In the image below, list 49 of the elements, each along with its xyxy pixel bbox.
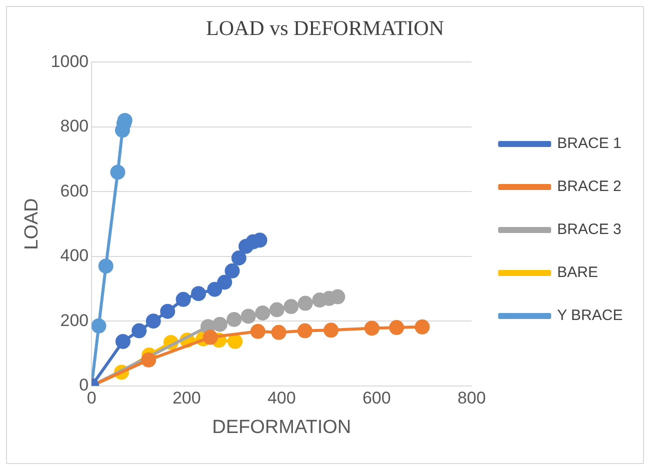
point [98, 258, 114, 274]
point [146, 314, 161, 329]
point [255, 305, 270, 320]
point [110, 164, 126, 180]
point [297, 323, 312, 338]
point [271, 324, 286, 340]
point [92, 318, 106, 334]
point [231, 250, 246, 266]
point [250, 324, 266, 339]
x-tick-label: 600 [362, 388, 391, 408]
y-tick-label: 400 [60, 246, 89, 266]
y-tick-label: 0 [79, 375, 89, 394]
point [176, 292, 191, 307]
point [141, 352, 156, 368]
point [132, 323, 147, 338]
point [324, 322, 339, 338]
point [160, 304, 176, 319]
x-tick-label: 400 [267, 388, 296, 408]
point [228, 334, 243, 349]
legend-label: Y BRACE [557, 307, 623, 324]
legend-label: BRACE 3 [557, 221, 622, 238]
point [217, 274, 232, 290]
point [115, 334, 130, 349]
y-tick-label: 200 [60, 310, 89, 330]
legend-label: BARE [557, 264, 598, 282]
x-axis-title: DEFORMATION [212, 416, 352, 438]
y-tick-label: 800 [60, 116, 89, 136]
y-tick-label: 1000 [50, 52, 89, 71]
point [212, 316, 228, 332]
y-axis-title: LOAD [22, 198, 43, 250]
x-tick-label: 800 [457, 388, 486, 408]
point [191, 286, 206, 302]
point [202, 330, 218, 345]
point [389, 320, 404, 336]
point [207, 282, 222, 297]
point [226, 312, 242, 327]
point [298, 296, 313, 311]
legend-label: BRACE 2 [557, 178, 622, 196]
y-tick-label: 600 [60, 181, 89, 200]
point [269, 302, 284, 318]
point [240, 308, 256, 324]
point [284, 299, 299, 314]
point [414, 319, 430, 334]
point [330, 289, 346, 304]
point [364, 320, 380, 336]
point [224, 263, 240, 278]
chart-title: LOAD vs DEFORMATION [206, 16, 444, 40]
legend-label: BRACE 1 [557, 135, 622, 152]
x-tick-label: 200 [172, 388, 201, 408]
